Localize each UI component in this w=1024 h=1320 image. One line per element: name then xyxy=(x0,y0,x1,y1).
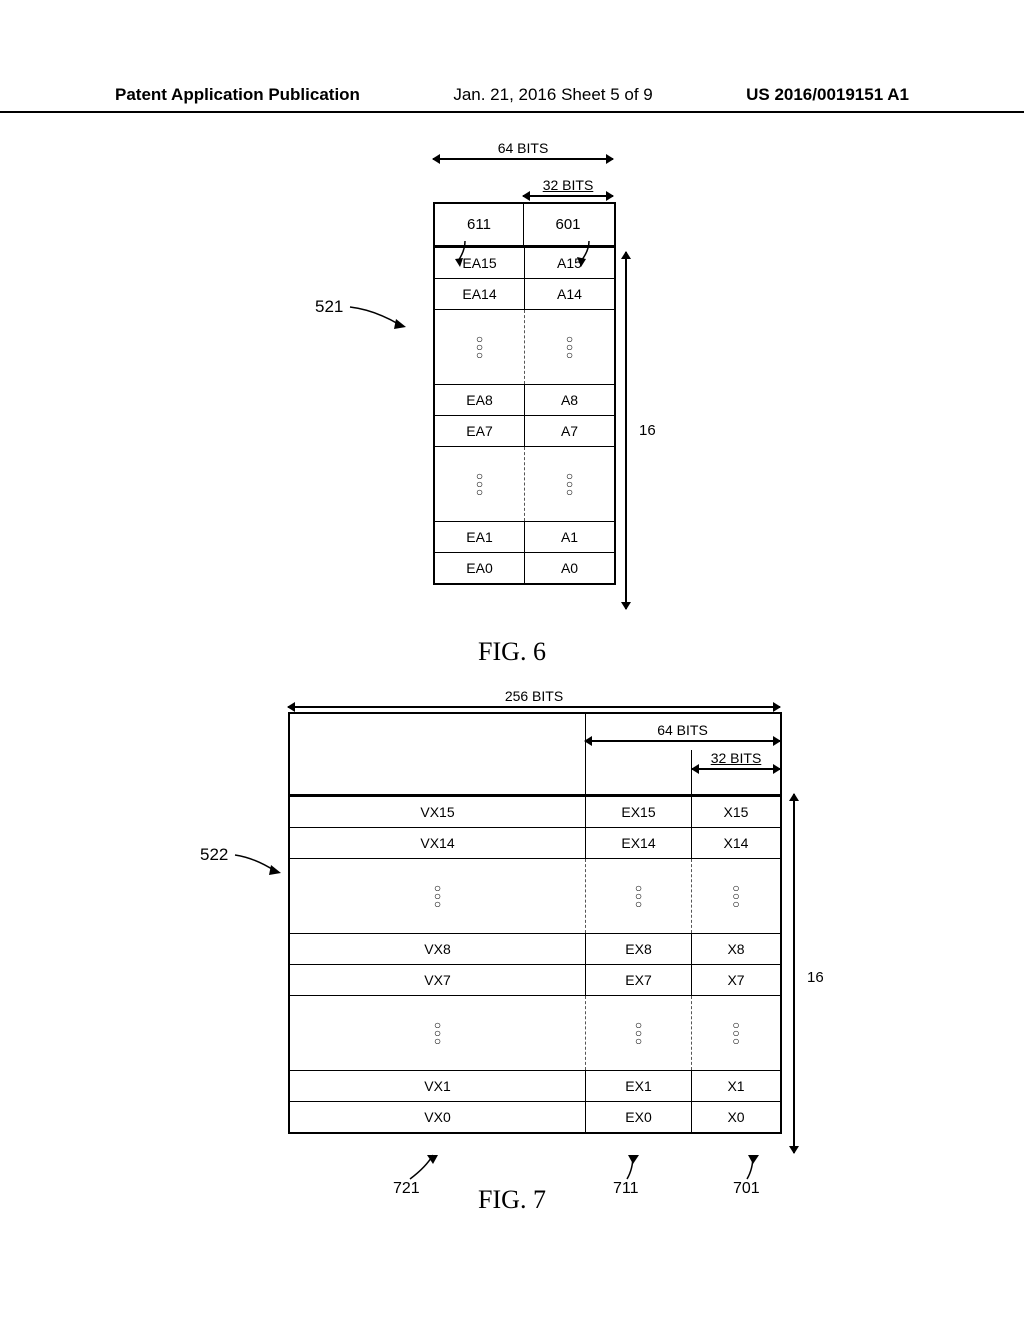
cell-x14: X14 xyxy=(692,828,782,859)
cell-ea1: EA1 xyxy=(434,522,525,553)
cell-a8: A8 xyxy=(525,385,616,416)
cell-x1: X1 xyxy=(692,1071,782,1102)
cell-ex1: EX1 xyxy=(586,1071,692,1102)
vdots-cell: ○○○ xyxy=(525,310,616,385)
cell-ex14: EX14 xyxy=(586,828,692,859)
cell-vx1: VX1 xyxy=(289,1071,586,1102)
label-16: 16 xyxy=(639,422,656,439)
cell-ex8: EX8 xyxy=(586,934,692,965)
page-header: Patent Application Publication Jan. 21, … xyxy=(0,85,1024,113)
fig6-64bits-label: 64 BITS xyxy=(433,140,613,160)
header-right: US 2016/0019151 A1 xyxy=(746,85,909,105)
cell-ea8: EA8 xyxy=(434,385,525,416)
fig6-diagram: 64 BITS 32 BITS 611 601 xyxy=(433,152,616,585)
vdots-cell: ○○○ xyxy=(289,859,586,934)
vdots-cell: ○○○ xyxy=(692,996,782,1071)
cell-ea14: EA14 xyxy=(434,279,525,310)
cell-a7: A7 xyxy=(525,416,616,447)
fig7-diagram: 256 BITS 64 BITS 32 BITS VX15E xyxy=(288,700,782,1134)
cell-601: 601 xyxy=(524,204,612,245)
cell-vx0: VX0 xyxy=(289,1102,586,1134)
cell-ex7: EX7 xyxy=(586,965,692,996)
header-mid: Jan. 21, 2016 Sheet 5 of 9 xyxy=(453,85,652,105)
label-256-bits: 256 BITS xyxy=(288,688,780,704)
cell-x7: X7 xyxy=(692,965,782,996)
label-32-bits: 32 BITS xyxy=(711,750,762,766)
vdots-cell: ○○○ xyxy=(289,996,586,1071)
cell-ea0: EA0 xyxy=(434,553,525,585)
header-left: Patent Application Publication xyxy=(115,85,360,105)
fig7-64bits-label: 64 BITS xyxy=(585,722,780,742)
vdots-cell: ○○○ xyxy=(434,310,525,385)
cell-x15: X15 xyxy=(692,797,782,828)
vdots-cell: ○○○ xyxy=(586,996,692,1071)
fig7-32bits-label: 32 BITS xyxy=(692,750,780,770)
cell-vx15: VX15 xyxy=(289,797,586,828)
cell-ex15: EX15 xyxy=(586,797,692,828)
fig6-32bits-label: 32 BITS xyxy=(523,177,613,197)
cell-vx14: VX14 xyxy=(289,828,586,859)
label-64-bits: 64 BITS xyxy=(585,722,780,738)
vdots-cell: ○○○ xyxy=(525,447,616,522)
ref-522: 522 xyxy=(200,845,228,865)
cell-ex0: EX0 xyxy=(586,1102,692,1134)
cell-a14: A14 xyxy=(525,279,616,310)
fig6-caption: FIG. 6 xyxy=(0,637,1024,667)
ref-611: 611 xyxy=(467,216,491,233)
cell-a1: A1 xyxy=(525,522,616,553)
label-32-bits: 32 BITS xyxy=(543,177,594,193)
vdots-cell: ○○○ xyxy=(692,859,782,934)
fig7-256bits-label: 256 BITS xyxy=(288,688,780,708)
fig6-header-row: 611 601 xyxy=(433,202,616,247)
cell-ea7: EA7 xyxy=(434,416,525,447)
fig7-register-table: VX15EX15X15 VX14EX14X14 ○○○○○○○○○ VX8EX8… xyxy=(288,796,782,1134)
cell-vx8: VX8 xyxy=(289,934,586,965)
cell-611: 611 xyxy=(435,204,524,245)
fig7-caption: FIG. 7 xyxy=(0,1185,1024,1215)
cell-x0: X0 xyxy=(692,1102,782,1134)
fig6-register-table: EA15A15 EA14A14 ○○○○○○ EA8A8 EA7A7 ○○○○○… xyxy=(433,247,616,585)
ref-601: 601 xyxy=(555,216,580,233)
ref-521: 521 xyxy=(315,297,343,317)
label-64-bits: 64 BITS xyxy=(433,140,613,156)
cell-vx7: VX7 xyxy=(289,965,586,996)
vdots-cell: ○○○ xyxy=(434,447,525,522)
cell-x8: X8 xyxy=(692,934,782,965)
vdots-cell: ○○○ xyxy=(586,859,692,934)
label-16: 16 xyxy=(807,969,824,986)
cell-a0: A0 xyxy=(525,553,616,585)
